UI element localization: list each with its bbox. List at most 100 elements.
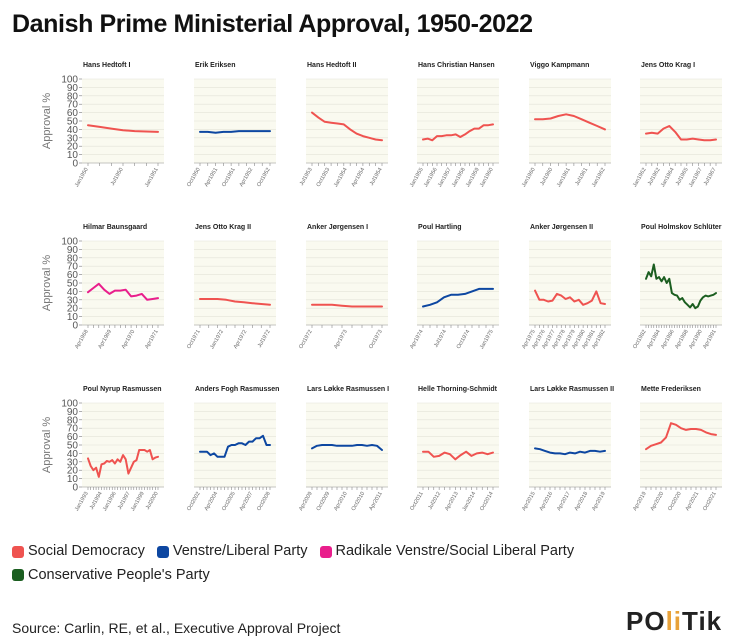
x-tick-label: Jan1962 [632,167,648,188]
x-tick-label: Oct1973 [368,329,384,350]
x-tick-label: Jan1960 [479,167,495,188]
x-tick-label: Apr2004 [204,491,220,512]
y-tick-label: 30 [67,295,79,306]
x-tick-label: Apr2019 [632,491,648,512]
y-tick-label: 90 [67,245,79,256]
y-tick-label: 50 [67,279,79,290]
legend-item-conservative: Conservative People's Party [12,565,210,586]
series-line [534,289,606,306]
y-tick-label: 80 [67,415,79,426]
x-tick-label: Oct2008 [256,491,272,512]
series-line [645,263,717,310]
x-tick-label: Apr2011 [368,491,383,512]
x-tick-label: Oct2014 [479,491,495,512]
panel: Jens Otto Krag II Oct1971 Jan1972 Apr1972 Ju… [186,224,276,350]
panel: Lars Løkke Rasmussen II Apr2015 Apr2016 Apr… [521,386,614,512]
x-tick-label: Jul1953 [299,167,314,187]
x-tick-label: Jul1950 [110,167,125,187]
x-tick-label: Apr2010 [333,491,349,512]
x-tick-label: Apr1951 [204,167,220,188]
x-tick-label: Jul1960 [539,167,554,187]
panel-title: Erik Eriksen [195,62,235,69]
x-tick-label: Jul2000 [145,491,160,511]
panel: Anker Jørgensen IIApr1975Apr1976Apr1977A… [521,224,611,350]
logo-text: Tik [682,606,723,636]
panel: Hans Christian HansenJan1955Jan1956Jan19… [409,62,499,188]
x-tick-label: Apr1969 [97,329,113,350]
panel: Helle Thorning-Schmidt Oct2011 Jul2012 Apr2… [409,386,499,512]
x-tick-label: Jan1967 [688,167,704,188]
legend-swatch [12,569,24,581]
panel-title: Hans Christian Hansen [418,62,495,69]
series-line [87,124,159,133]
x-tick-label: Apr2009 [298,491,314,512]
y-axis-label: Approval % [41,255,53,311]
y-tick-label: 10 [67,474,79,485]
x-tick-label: Apr1970 [121,329,137,350]
series-line [422,123,494,142]
y-tick-label: 60 [67,432,79,443]
panel-title: Jens Otto Krag II [195,224,251,231]
x-tick-label: Oct1974 [456,329,472,350]
x-tick-label: Jan1954 [333,167,349,188]
series-line [645,125,717,142]
panel: Erik Eriksen Oct1950 Apr1951 Oct1951 Apr1952… [186,62,276,188]
y-tick-label: 60 [67,270,79,281]
legend-label: Conservative People's Party [28,566,210,583]
legend-swatch [12,545,24,558]
series-line [422,287,494,308]
y-tick-label: 0 [72,321,78,332]
legend-swatch [156,545,169,558]
panel-title: Poul Nyrup Rasmussen [83,386,162,393]
x-tick-label: Jan1962 [591,167,607,188]
source-note: Source: Carlin, RE, et al., Executive Ap… [12,620,341,636]
y-tick-label: 100 [61,237,78,248]
y-tick-label: 70 [67,100,79,111]
panel-title: Hans Hedtoft I [83,62,131,69]
series-line [311,303,383,308]
x-tick-label: Jan1972 [209,329,225,350]
x-tick-label: Apr2015 [521,491,537,512]
series-line [87,449,159,478]
y-axis-label: Approval % [41,417,53,473]
x-tick-label: Jan1964 [660,167,676,188]
x-tick-label: Jul1962 [647,167,662,187]
y-tick-label: 20 [67,466,79,477]
x-tick-label: Oct2005 [221,491,237,512]
x-tick-label: Oct2011 [409,491,424,512]
x-tick-label: Apr1968 [74,329,90,350]
y-tick-label: 100 [61,75,78,86]
panel-title: Hans Hedtoft II [307,62,356,69]
x-tick-label: Apr2019 [591,491,607,512]
panel: Viggo Kampmann Jan1960 Jul1960 Jan1961 Jul19… [521,62,611,188]
x-tick-label: Oct1952 [256,167,272,188]
x-tick-label: Apr2016 [539,491,555,512]
panel: Poul Hartling Apr1974 Jul1974 Oct1974 Jan197… [409,224,499,350]
panel-title: Anker Jørgensen I [307,224,368,231]
series-line [534,447,606,456]
x-tick-label: Jul1967 [703,167,718,187]
series-line [422,450,494,461]
panel-title: Mette Frederiksen [641,386,701,393]
x-tick-label: Oct1951 [221,167,237,188]
x-tick-label: Jul1972 [257,329,272,349]
series-line [534,113,606,131]
x-tick-label: Apr2018 [574,491,590,512]
y-tick-label: 30 [67,133,79,144]
x-tick-label: Oct1953 [316,167,332,188]
legend-item-social-democracy: Social Democracy [12,541,145,562]
y-tick-label: 0 [72,483,78,494]
x-tick-label: Jul1965 [675,167,690,187]
legend-label: Venstre/Liberal Party [172,543,308,559]
x-tick-label: Oct2020 [667,491,683,512]
y-tick-label: 90 [67,407,79,418]
panel-title: Poul Hartling [418,224,462,231]
panel-title: Viggo Kampmann [530,62,589,69]
x-tick-label: Jul2012 [427,491,442,511]
panel-title: Lars Løkke Rasmussen II [530,386,614,393]
legend: Social Democracy Venstre/Liberal Party R… [12,541,632,588]
